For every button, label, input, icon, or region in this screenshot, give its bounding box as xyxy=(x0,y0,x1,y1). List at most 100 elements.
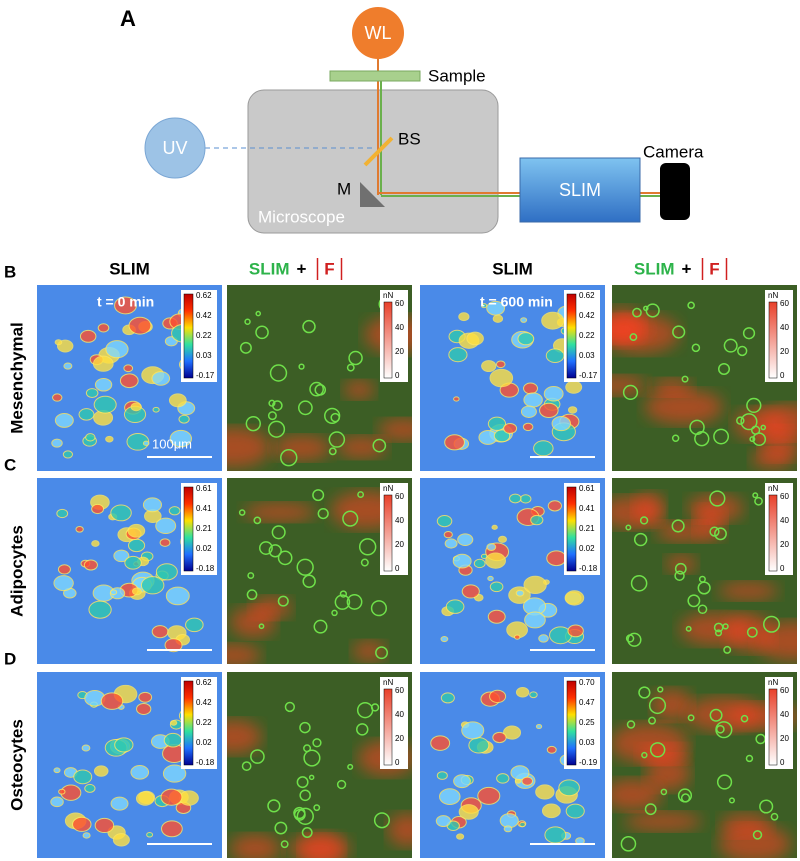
cell xyxy=(565,380,583,394)
row-label: Adipocytes xyxy=(7,525,26,617)
colorbar-unit: nN xyxy=(383,678,393,687)
cell xyxy=(714,629,723,637)
micrograph: 0.61 0.41 0.21 0.02 -0.18 xyxy=(420,478,605,664)
cell xyxy=(723,338,738,353)
colorbar-tick: 40 xyxy=(395,323,404,332)
cell xyxy=(296,558,314,576)
label: SLIM xyxy=(559,180,601,200)
colorbar-unit: nN xyxy=(383,291,393,300)
cell xyxy=(629,333,638,342)
colorbar-tick: 0.03 xyxy=(579,738,595,747)
force-spot xyxy=(694,505,726,541)
cell xyxy=(440,692,455,704)
beam-splitter xyxy=(363,136,394,167)
cell xyxy=(452,553,472,569)
cell xyxy=(119,373,139,389)
cell xyxy=(461,584,480,599)
cell xyxy=(299,721,311,734)
cell xyxy=(130,402,142,412)
cell xyxy=(689,419,705,436)
cell xyxy=(163,732,183,748)
cell xyxy=(632,307,642,318)
uv-source xyxy=(144,117,206,179)
cell xyxy=(535,723,543,730)
column-header: + xyxy=(682,259,692,278)
cell xyxy=(88,600,112,619)
cell xyxy=(639,516,649,525)
cell xyxy=(746,626,758,638)
cell xyxy=(687,301,695,310)
cell xyxy=(79,329,97,343)
cell xyxy=(105,435,114,443)
cell xyxy=(334,594,351,610)
cell xyxy=(162,764,187,783)
cell xyxy=(250,749,265,764)
colorbar-tick: 0.21 xyxy=(579,524,595,533)
colorbar-tick: 40 xyxy=(780,323,789,332)
colorbar-tick: 20 xyxy=(395,347,404,356)
cell xyxy=(293,806,306,820)
colorbar xyxy=(183,680,194,766)
cell xyxy=(303,749,321,767)
cell xyxy=(458,804,479,820)
cell xyxy=(299,789,311,802)
cell xyxy=(759,799,774,814)
cell xyxy=(445,599,465,614)
cell xyxy=(691,343,701,353)
cell xyxy=(105,340,129,359)
colorbar xyxy=(183,486,194,572)
cell xyxy=(545,348,565,363)
cell xyxy=(303,744,312,753)
cell xyxy=(626,720,636,729)
cell xyxy=(643,305,649,312)
colorbar-tick: -0.18 xyxy=(579,564,598,573)
cell xyxy=(312,738,322,748)
colorbar-tick: 0.03 xyxy=(196,351,212,360)
colorbar-tick: 60 xyxy=(780,492,789,501)
slim-module xyxy=(519,157,641,223)
cell xyxy=(165,586,190,606)
cell xyxy=(481,360,497,373)
colorbar-tick: 0.61 xyxy=(579,484,595,493)
cell xyxy=(347,763,354,770)
colorbar-tick: 20 xyxy=(780,734,789,743)
cell xyxy=(717,362,731,376)
colorbar-tick: 0.62 xyxy=(196,291,212,300)
cell xyxy=(51,438,63,448)
cell xyxy=(473,558,486,569)
cell xyxy=(760,424,767,431)
colorbar xyxy=(768,494,778,572)
force-spot xyxy=(243,502,317,522)
colorbar-tick: 20 xyxy=(395,540,404,549)
cell xyxy=(752,830,763,840)
force-spot xyxy=(230,606,276,638)
cell xyxy=(85,388,99,398)
cell xyxy=(728,797,735,804)
label: M xyxy=(337,179,351,198)
column-header: SLIM xyxy=(249,259,290,278)
cell xyxy=(487,416,507,431)
micrograph: 0.61 0.41 0.21 0.02 -0.18 xyxy=(37,478,222,664)
cell xyxy=(535,784,555,800)
cell xyxy=(644,803,657,816)
cell xyxy=(241,761,252,771)
time-label: t = 0 min xyxy=(97,294,154,310)
cell xyxy=(151,371,171,386)
label: Sample xyxy=(428,66,486,85)
cell xyxy=(436,771,448,780)
cell xyxy=(239,341,252,354)
cell xyxy=(185,617,204,633)
cell xyxy=(259,541,273,555)
cell xyxy=(179,790,199,806)
colorbar xyxy=(566,293,577,379)
cell xyxy=(523,392,543,408)
force-spot xyxy=(343,380,375,400)
cell xyxy=(301,827,313,838)
force-spot xyxy=(644,389,723,425)
cell xyxy=(83,559,98,571)
mirror xyxy=(360,182,385,207)
colorbar-tick: 0.22 xyxy=(196,331,212,340)
micrograph: 0.70 0.47 0.25 0.03 -0.19 xyxy=(420,672,605,858)
